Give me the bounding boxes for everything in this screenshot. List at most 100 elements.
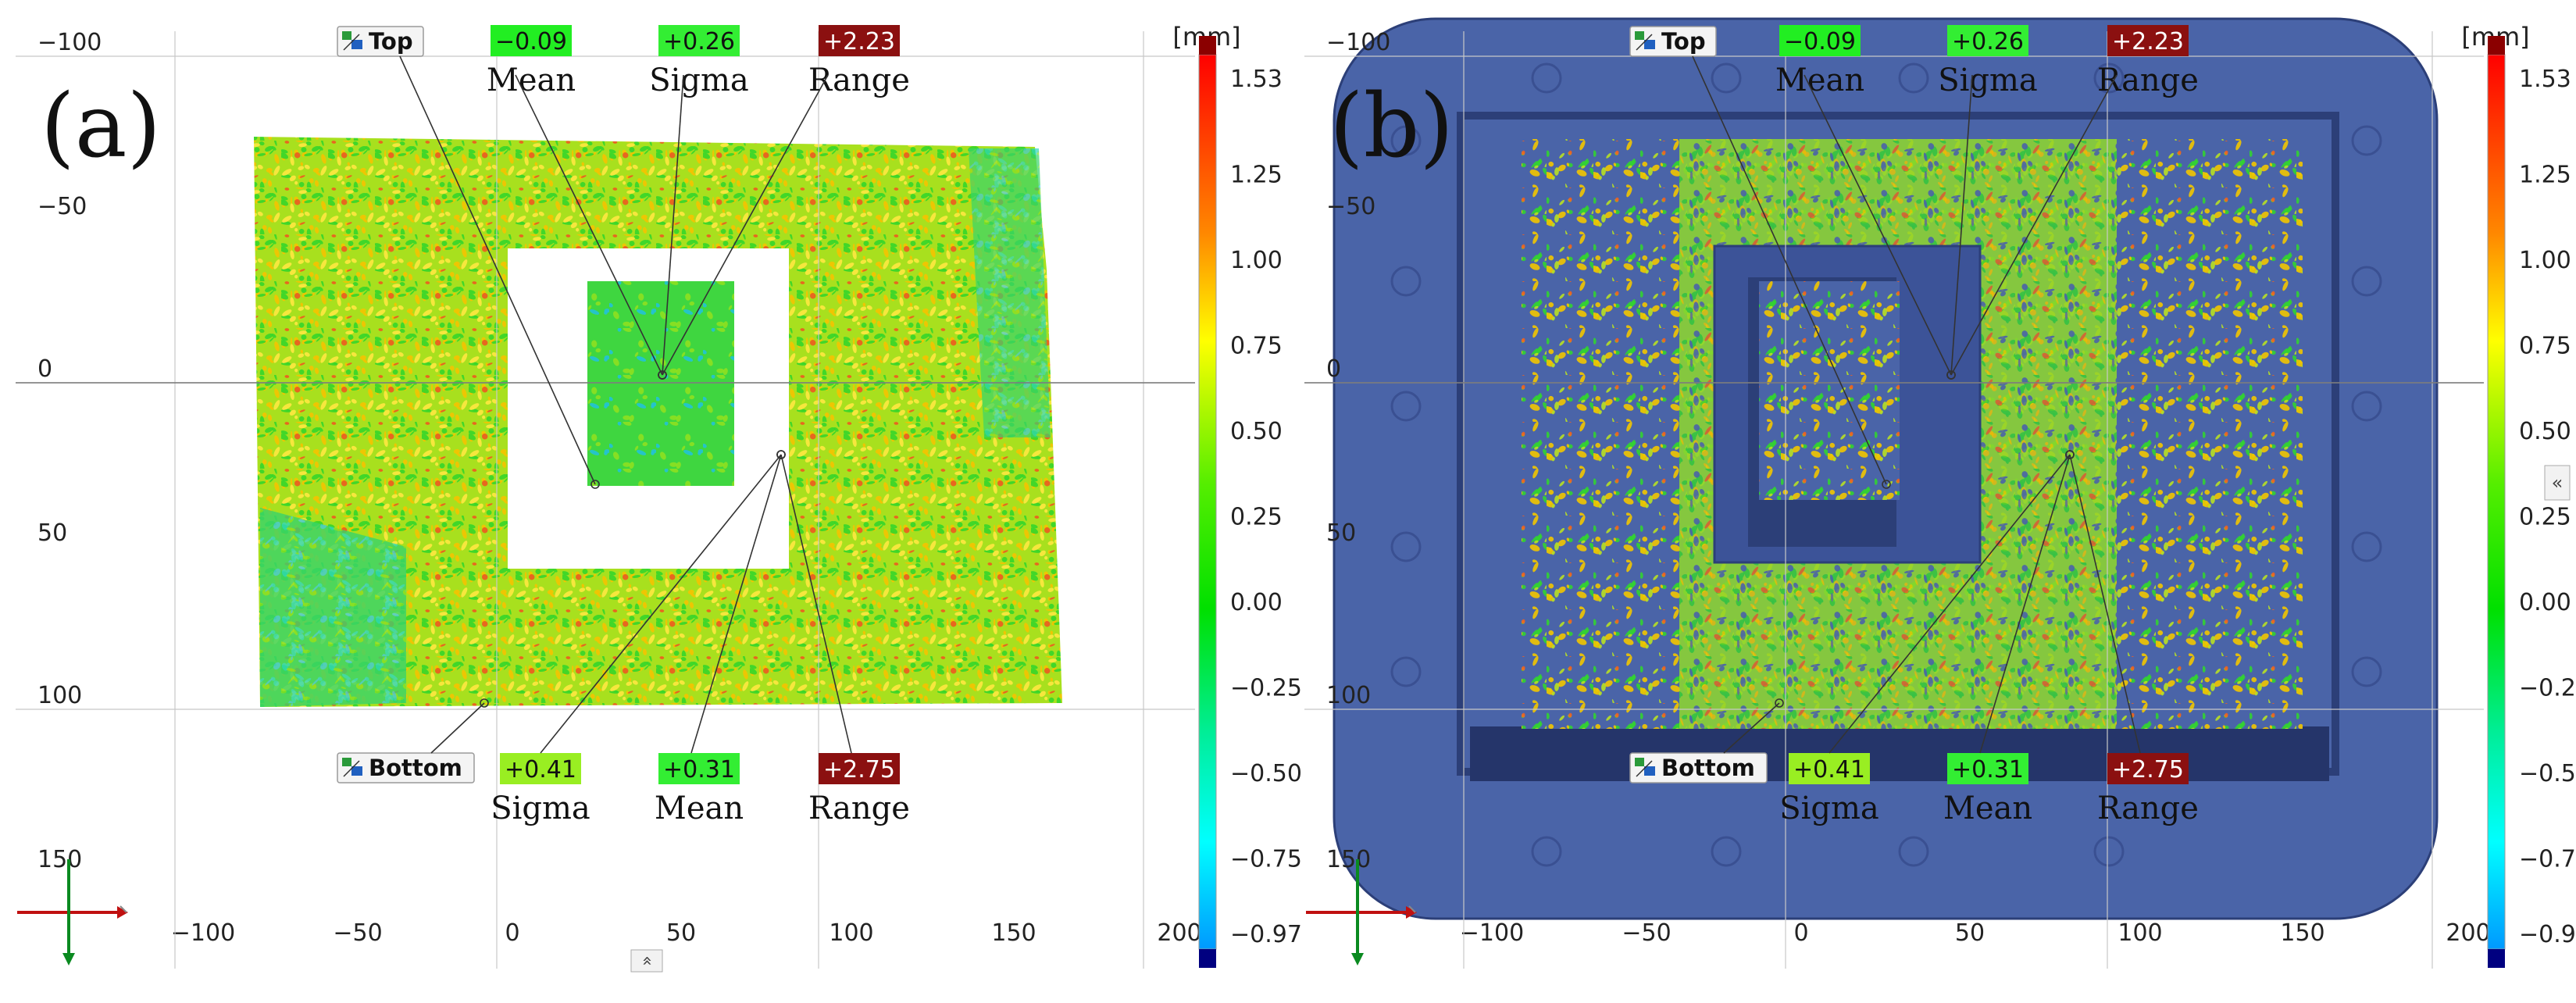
bottom-tag-button-label: Bottom [1661, 755, 1755, 781]
colorbar-over-cap [2488, 36, 2505, 55]
expand-sidebar-button[interactable]: « [2544, 465, 2571, 501]
colorbar-tick-label: −0.25 [1230, 675, 1302, 702]
colorbar-tick-label: 0.00 [2519, 589, 2571, 616]
leader-line [540, 454, 782, 754]
stat-label: Range [808, 62, 910, 98]
leader-anchor [776, 450, 786, 459]
stat-label: Mean [655, 791, 744, 826]
x-tick-label: 200 [2446, 919, 2490, 947]
leader-line [1723, 702, 1780, 754]
collapse-chevron-icon: » [637, 955, 657, 966]
x-tick-label: −50 [333, 919, 382, 947]
leader-anchor [590, 480, 600, 489]
stat-label: Sigma [1938, 62, 2038, 98]
colorbar-gradient [1198, 54, 1217, 950]
collapse-panel-button[interactable]: » [630, 949, 663, 973]
annotation-tag-icon [1635, 31, 1655, 51]
stat-mean: −0.09 Mean [1775, 25, 1864, 98]
deviation-map-low-region [260, 508, 406, 707]
stat-mean: +0.31 Mean [655, 753, 744, 826]
axis-triad-icon [17, 859, 128, 966]
leader-line [1950, 74, 2118, 376]
colorbar-tick-label: 1.53 [1230, 66, 1283, 93]
colorbar-tick-label: −0.50 [2519, 760, 2576, 787]
y-tick-label: 50 [1326, 519, 1356, 547]
x-tick-label: 0 [1793, 919, 1808, 947]
stat-label: Range [2097, 791, 2199, 826]
stat-value: −0.09 [1784, 28, 1856, 55]
leader-line [690, 454, 782, 754]
leader-anchor [1946, 370, 1956, 380]
colorbar-tick-label: −0.25 [2519, 675, 2576, 702]
colorbar-tick-label: 1.25 [1230, 162, 1283, 189]
leader-line [662, 74, 829, 376]
stat-label: Mean [487, 62, 576, 98]
x-tick-label: −100 [1460, 919, 1524, 947]
top-tag-button[interactable]: Top [337, 26, 424, 57]
top-tag-button-label: Top [1661, 28, 1706, 55]
stat-value: +2.23 [2112, 28, 2184, 55]
stat-label: Mean [1775, 62, 1864, 98]
stat-sigma: +0.41 Sigma [1779, 753, 1879, 826]
stat-label: Sigma [649, 62, 749, 98]
y-tick-label: 0 [37, 355, 52, 383]
y-tick-label: −100 [37, 29, 102, 56]
stat-sigma: +0.26 Sigma [649, 25, 749, 98]
leader-line [430, 702, 485, 754]
colorbar-tick-label: 1.25 [2519, 162, 2571, 189]
panel-letter: (a) [41, 76, 161, 177]
leader-line [780, 454, 852, 754]
colorbar-tick-label: 1.00 [1230, 247, 1283, 274]
colorbar-tick-label: 0.25 [2519, 504, 2571, 531]
leader-line [662, 74, 684, 376]
part-bosses [1390, 62, 2382, 867]
y-tick-label: −50 [37, 193, 87, 220]
leader-line [1950, 74, 1973, 376]
x-tick-label: −100 [171, 919, 235, 947]
top-tag-button-label: Top [369, 28, 413, 55]
annotation-tag-icon [342, 31, 362, 51]
colorbar-tick-label: 0.00 [1230, 589, 1283, 616]
colorbar-tick-label: 0.50 [2519, 418, 2571, 445]
x-tick-label: 100 [2118, 919, 2162, 947]
top-tag-button[interactable]: Top [1629, 26, 1717, 57]
y-tick-label: 50 [37, 519, 67, 547]
leader-line [1829, 454, 2071, 754]
axis-triad-icon [1306, 859, 1417, 966]
y-tick-label: −50 [1326, 193, 1375, 220]
stat-sigma: +0.26 Sigma [1938, 25, 2038, 98]
y-tick-label: 150 [37, 846, 82, 873]
stat-value: +2.23 [823, 28, 895, 55]
stat-range: +2.23 Range [808, 25, 910, 98]
colorbar-tick-label: 1.00 [2519, 247, 2571, 274]
stat-label: Range [808, 791, 910, 826]
leader-anchor [1775, 698, 1784, 708]
bottom-tag-button[interactable]: Bottom [1629, 752, 1768, 783]
leader-anchor [480, 698, 489, 708]
bottom-tag-button[interactable]: Bottom [337, 752, 475, 783]
colorbar-under-cap [1199, 949, 1216, 968]
leader-line [1692, 55, 1887, 485]
bottom-tag-button-label: Bottom [369, 755, 462, 781]
leader-anchor [1882, 480, 1891, 489]
stat-mean: +0.31 Mean [1943, 753, 2032, 826]
annotation-tag-icon [342, 758, 362, 777]
colorbar-over-cap [1199, 36, 1216, 55]
stat-mean: −0.09 Mean [487, 25, 576, 98]
leader-line [399, 55, 596, 485]
y-tick-label: 0 [1326, 355, 1341, 383]
leader-line [1979, 454, 2071, 754]
stat-range: +2.75 Range [2097, 753, 2199, 826]
x-tick-label: 50 [666, 919, 696, 947]
stat-sigma: +0.41 Sigma [491, 753, 590, 826]
colorbar-tick-label: −0.75 [1230, 846, 1302, 873]
stat-value: +0.41 [1793, 756, 1865, 783]
colorbar-tick-label: −0.75 [2519, 846, 2576, 873]
expand-chevron-icon: « [2552, 472, 2564, 494]
stat-value: +0.26 [663, 28, 735, 55]
stat-range: +2.23 Range [2097, 25, 2199, 98]
x-tick-label: −50 [1622, 919, 1671, 947]
annotation-tag-icon [1635, 758, 1655, 777]
